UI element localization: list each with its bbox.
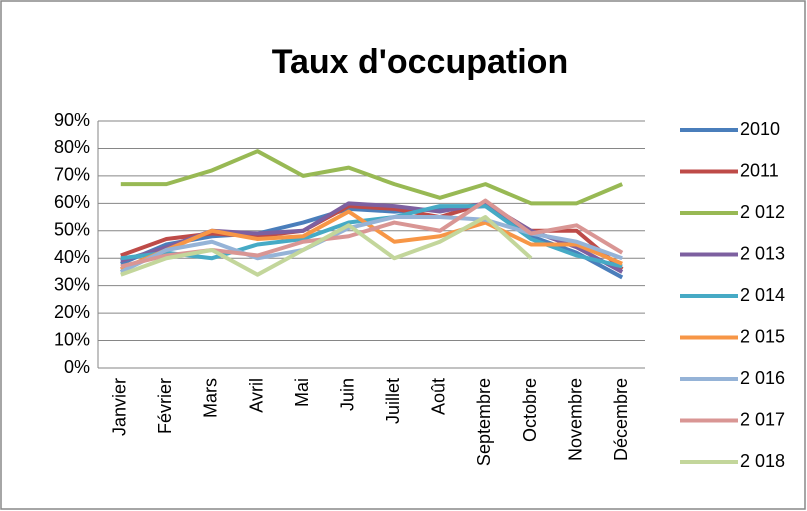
x-tick-label: Septembre	[474, 378, 494, 466]
series-line	[120, 204, 623, 269]
y-tick-label: 40%	[54, 247, 90, 267]
x-tick-label: Mars	[201, 378, 221, 418]
y-tick-label: 50%	[54, 220, 90, 240]
legend-label: 2 013	[740, 243, 785, 263]
legend-label: 2011	[740, 160, 779, 180]
y-tick-label: 90%	[54, 110, 90, 130]
series-line	[120, 204, 624, 280]
x-tick-label: Août	[429, 378, 449, 415]
x-tick-label: Juillet	[383, 378, 403, 424]
series-line	[120, 149, 623, 206]
y-tick-label: 60%	[54, 192, 90, 212]
series-line	[120, 215, 533, 277]
x-tick-label: Janvier	[110, 378, 130, 436]
series-line	[120, 209, 623, 272]
chart-title: Taux d'occupation	[272, 43, 568, 81]
x-tick-label: Avril	[246, 378, 266, 413]
x-tick-label: Mai	[292, 378, 312, 407]
legend-label: 2010	[740, 119, 780, 139]
legend-label: 2 012	[740, 202, 785, 222]
x-tick-label: Octobre	[520, 378, 540, 442]
y-tick-label: 10%	[54, 329, 90, 349]
x-tick-label: Décembre	[611, 378, 631, 461]
x-tick-label: Juin	[337, 378, 357, 411]
y-tick-label: 80%	[54, 137, 90, 157]
legend-label: 2 015	[740, 326, 785, 346]
series-line	[119, 215, 623, 274]
y-tick-label: 70%	[54, 165, 90, 185]
y-tick-label: 20%	[54, 302, 90, 322]
x-tick-label: Novembre	[565, 378, 585, 461]
x-tick-label: Février	[155, 378, 175, 434]
y-tick-label: 0%	[64, 357, 90, 377]
legend-label: 2 017	[740, 409, 785, 429]
legend-label: 2 016	[740, 368, 785, 388]
y-tick-label: 30%	[54, 274, 90, 294]
legend-label: 2 018	[740, 451, 785, 471]
legend-label: 2 014	[740, 285, 785, 305]
